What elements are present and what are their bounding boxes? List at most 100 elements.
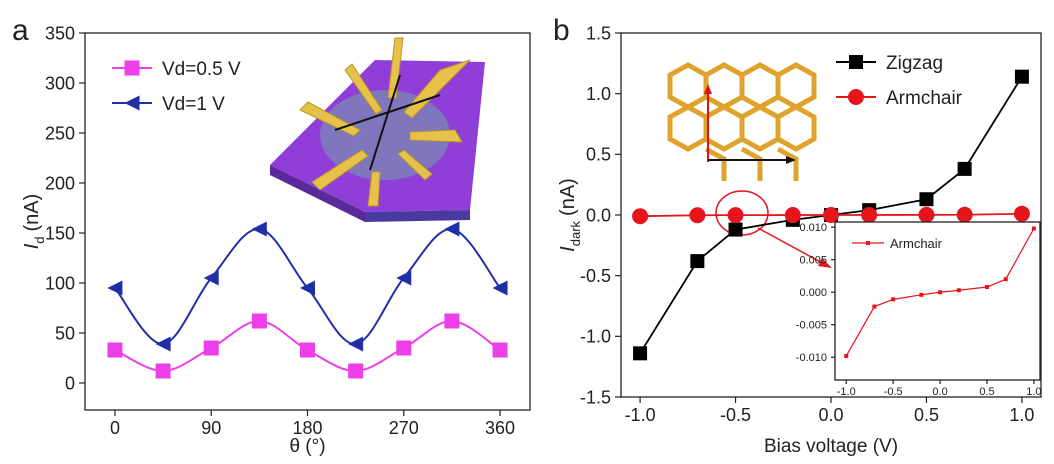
marker xyxy=(300,280,315,296)
marker xyxy=(632,208,649,225)
marker xyxy=(348,363,364,379)
y-tick-label: 150 xyxy=(45,223,75,243)
marker xyxy=(938,290,943,295)
marker xyxy=(728,222,743,237)
legend-label: Vd=0.5 V xyxy=(162,59,241,80)
plot-frame xyxy=(834,221,1041,381)
x-tick-label: 0.5 xyxy=(914,405,939,425)
y-axis-label: Id (nA) xyxy=(21,194,47,250)
x-tick-label: 1.0 xyxy=(1009,405,1034,425)
marker xyxy=(492,280,508,296)
x-tick-label: 0 xyxy=(110,418,120,438)
legend-label: Armchair xyxy=(886,88,963,109)
y-label-subscript: dark xyxy=(568,220,583,246)
marker xyxy=(155,363,171,379)
y-tick-label: 1.0 xyxy=(586,84,611,104)
marker xyxy=(919,192,934,207)
marker xyxy=(1003,277,1008,282)
marker xyxy=(444,313,460,329)
marker xyxy=(984,285,989,290)
marker xyxy=(107,342,123,358)
marker xyxy=(689,207,706,224)
y-tick-label: 350 xyxy=(45,23,75,43)
y-tick-label: 50 xyxy=(55,323,75,343)
device-illustration xyxy=(270,37,485,222)
legend-label: Vd=1 V xyxy=(162,94,225,115)
marker xyxy=(444,221,460,237)
y-tick-label: -1.5 xyxy=(580,387,611,407)
y-tick-label: 0.010 xyxy=(799,222,827,234)
x-tick-label: 0.0 xyxy=(818,405,843,425)
marker xyxy=(784,207,801,224)
marker xyxy=(300,342,315,358)
x-tick-label: 90 xyxy=(201,418,221,438)
legend-label: Zigzag xyxy=(886,53,943,74)
inset-legend-marker xyxy=(866,241,870,245)
y-tick-label: -0.010 xyxy=(796,352,827,364)
x-tick-label: -0.5 xyxy=(720,405,751,425)
y-tick-label: -0.005 xyxy=(796,320,827,332)
marker xyxy=(891,297,896,302)
marker xyxy=(1031,226,1036,231)
marker xyxy=(849,55,863,69)
marker xyxy=(823,207,839,223)
marker xyxy=(690,254,705,269)
marker xyxy=(956,206,973,223)
marker xyxy=(1013,205,1030,222)
marker xyxy=(956,288,961,293)
y-tick-label: -0.5 xyxy=(580,266,611,286)
marker xyxy=(107,280,123,296)
marker xyxy=(918,206,935,223)
marker xyxy=(396,340,412,356)
marker xyxy=(251,313,267,329)
panel-label: a xyxy=(12,14,29,47)
x-tick-label: 1.0 xyxy=(1026,386,1041,398)
y-label-unit: (nA) xyxy=(21,194,43,232)
x-tick-label: -1.0 xyxy=(625,405,656,425)
lattice-illustration xyxy=(667,62,817,181)
y-label-symbol: I xyxy=(557,246,579,252)
y-label-symbol: I xyxy=(21,243,43,249)
x-axis-label: θ (°) xyxy=(289,436,325,457)
x-tick-label: 0.0 xyxy=(932,386,947,398)
y-tick-label: 0.5 xyxy=(586,145,611,165)
inset-legend-label: Armchair xyxy=(890,236,943,251)
marker xyxy=(1014,69,1029,84)
marker xyxy=(251,221,267,237)
marker xyxy=(155,336,171,352)
y-tick-label: 100 xyxy=(45,273,75,293)
x-tick-label: -1.0 xyxy=(837,386,856,398)
y-tick-label: 0.0 xyxy=(586,205,611,225)
marker xyxy=(957,161,972,176)
x-tick-label: 0.5 xyxy=(979,386,994,398)
marker xyxy=(919,292,924,297)
y-tick-label: 300 xyxy=(45,73,75,93)
marker xyxy=(124,60,140,76)
y-tick-label: -1.0 xyxy=(580,327,611,347)
marker xyxy=(348,336,364,352)
marker xyxy=(203,340,219,356)
marker xyxy=(861,206,878,223)
y-tick-label: 0.000 xyxy=(799,287,827,299)
y-tick-label: 250 xyxy=(45,123,75,143)
x-axis-label: Bias voltage (V) xyxy=(764,436,898,457)
marker xyxy=(727,207,744,224)
y-label-unit: (nA) xyxy=(557,178,579,216)
x-tick-label: 360 xyxy=(485,418,515,438)
y-tick-label: 0 xyxy=(65,373,75,393)
marker xyxy=(124,95,140,111)
inset-background xyxy=(835,222,1040,380)
marker xyxy=(396,270,412,286)
x-tick-label: 180 xyxy=(292,418,322,438)
marker xyxy=(844,353,849,358)
marker xyxy=(872,304,877,309)
marker xyxy=(492,342,508,358)
marker xyxy=(203,270,219,286)
marker xyxy=(633,346,648,361)
panel-label: b xyxy=(553,14,570,47)
zoom-annotation xyxy=(715,190,832,268)
y-tick-label: 0.005 xyxy=(799,255,827,267)
y-tick-label: 1.5 xyxy=(586,23,611,43)
y-label-subscript: d xyxy=(32,237,47,244)
